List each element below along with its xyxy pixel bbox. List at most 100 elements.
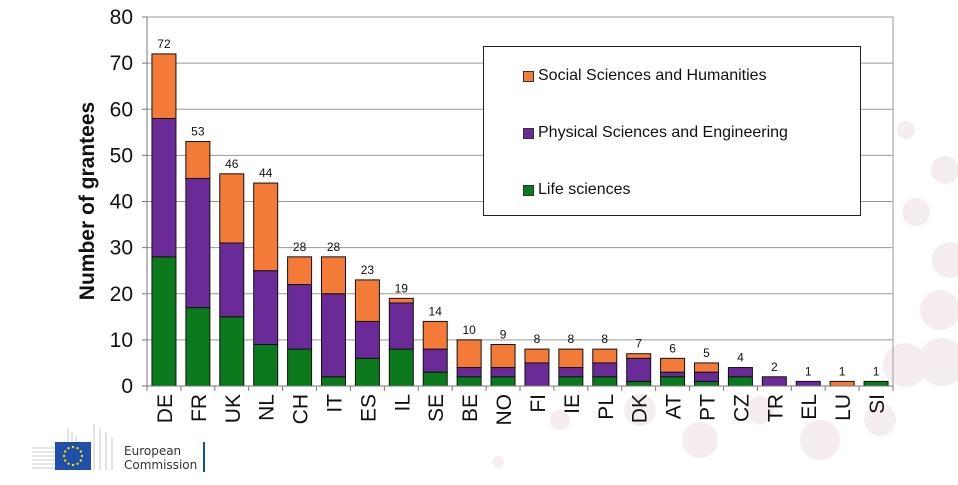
bar-segment-at-2 — [660, 357, 686, 373]
bar-segment-de-1 — [151, 117, 177, 258]
x-tick-label-de: DE — [154, 394, 177, 423]
bar-segment-es-2 — [354, 279, 380, 322]
eu-star — [71, 445, 75, 449]
deco-circle — [902, 198, 930, 226]
legend-swatch-ls — [523, 184, 534, 196]
bars — [151, 53, 889, 387]
y-tick-label: 30 — [110, 237, 133, 260]
bar-segment-be-2 — [456, 339, 482, 369]
bar-segment-uk-0 — [219, 316, 245, 387]
bar-segment-nl-0 — [253, 343, 279, 387]
bar-segment-ie-2 — [558, 348, 584, 369]
y-tick-label: 50 — [110, 144, 133, 167]
y-tick-labels: 0 10 20 30 40 50 60 70 80 — [110, 6, 133, 398]
eu-star — [79, 450, 82, 453]
eu-star — [67, 447, 70, 450]
data-label-dk: 7 — [635, 337, 642, 351]
deco-circle — [746, 396, 774, 424]
bar-segment-be-0 — [456, 376, 482, 387]
bar-segment-fr-1 — [185, 177, 211, 309]
x-tick-label-pl: PL — [595, 394, 618, 420]
x-tick-label-no: NO — [493, 394, 516, 426]
legend-item-pse: Physical Sciences and Engineering — [523, 124, 788, 142]
data-label-lu: 1 — [839, 364, 846, 378]
data-label-se: 14 — [429, 304, 443, 318]
x-tick-label-nl: NL — [256, 394, 279, 421]
bar-segment-be-1 — [456, 367, 482, 378]
data-label-ch: 28 — [293, 240, 307, 254]
eu-star — [80, 454, 84, 458]
bar-segment-de-0 — [151, 256, 177, 387]
y-tick-label: 20 — [110, 283, 133, 306]
y-tick-label: 80 — [110, 6, 133, 29]
bar-segment-cz-1 — [727, 367, 753, 378]
data-label-at: 6 — [669, 341, 676, 355]
bar-segment-fi-1 — [524, 362, 550, 387]
bar-segment-uk-1 — [219, 242, 245, 318]
bar-segment-es-1 — [354, 320, 380, 359]
bar-segment-pt-0 — [694, 380, 719, 387]
deco-circle — [931, 156, 958, 184]
deco-circle — [918, 338, 958, 386]
bar-segment-fi-2 — [524, 348, 550, 364]
bar-segment-pt-1 — [694, 371, 719, 382]
data-label-es: 23 — [361, 263, 375, 277]
legend-label-pse: Physical Sciences and Engineering — [538, 124, 788, 141]
bar-segment-uk-2 — [219, 173, 245, 244]
bar-segment-nl-1 — [253, 270, 279, 345]
bar-segment-il-2 — [388, 297, 414, 304]
legend-label-ls: Life sciences — [538, 181, 631, 198]
data-label-nl: 44 — [259, 166, 273, 180]
bar-segment-se-1 — [422, 348, 448, 373]
bar-segment-pl-0 — [592, 376, 618, 387]
bar-segment-dk-2 — [626, 353, 652, 359]
y-tick-label: 70 — [110, 52, 133, 75]
logo-line-2: Commission — [124, 458, 198, 472]
bar-segment-se-2 — [422, 320, 448, 350]
x-tick-label-si: SI — [866, 394, 889, 414]
x-tick-label-ie: IE — [561, 394, 584, 414]
data-label-si: 1 — [873, 364, 880, 378]
x-tick-label-el: EL — [798, 394, 821, 420]
legend-label-ssh: Social Sciences and Humanities — [538, 67, 767, 84]
logo-line-1: European — [124, 444, 182, 458]
y-tick-label: 0 — [121, 375, 133, 398]
y-tick-label: 40 — [110, 191, 133, 214]
data-label-no: 9 — [500, 327, 507, 341]
data-label-cz: 4 — [737, 351, 744, 365]
bar-segment-nl-2 — [253, 182, 279, 272]
x-tick-label-fi: FI — [527, 394, 550, 413]
bar-segment-ch-1 — [287, 284, 313, 350]
data-label-fi: 8 — [534, 332, 541, 346]
deco-circle — [492, 456, 504, 468]
bar-segment-dk-0 — [626, 380, 652, 387]
bar-segment-it-1 — [321, 293, 346, 378]
bar-segment-no-0 — [490, 376, 516, 387]
x-tick-label-fr: FR — [188, 394, 211, 422]
x-tick-label-tr: TR — [764, 394, 787, 422]
x-tick-label-it: IT — [324, 394, 347, 413]
bar-segment-pt-2 — [694, 362, 719, 373]
eu-star — [76, 447, 79, 450]
data-label-tr: 2 — [771, 360, 778, 374]
deco-circle — [550, 410, 570, 430]
bar-segment-pl-2 — [592, 348, 618, 364]
eu-star — [67, 462, 70, 465]
bar-segment-se-0 — [422, 371, 448, 387]
x-tick-label-ch: CH — [290, 394, 313, 424]
x-tick-label-at: AT — [663, 394, 686, 419]
data-label-pl: 8 — [601, 332, 608, 346]
bar-segment-no-2 — [490, 343, 516, 369]
legend-swatch-ssh — [523, 70, 534, 82]
legend: Social Sciences and Humanities Physical … — [483, 46, 861, 216]
data-label-il: 19 — [395, 281, 409, 295]
data-labels: 72 53 46 44 28 28 23 19 14 10 9 8 8 8 7 6 5 4 2 1 1 1 — [157, 37, 879, 378]
x-tick-label-cz: CZ — [730, 394, 753, 422]
y-tick-label: 60 — [110, 98, 133, 121]
bar-segment-de-2 — [151, 53, 177, 119]
eu-star — [71, 463, 75, 467]
ec-logo-text: European Commission — [120, 444, 197, 472]
x-tick-label-pt: PT — [697, 394, 720, 421]
deco-circle — [932, 242, 958, 278]
